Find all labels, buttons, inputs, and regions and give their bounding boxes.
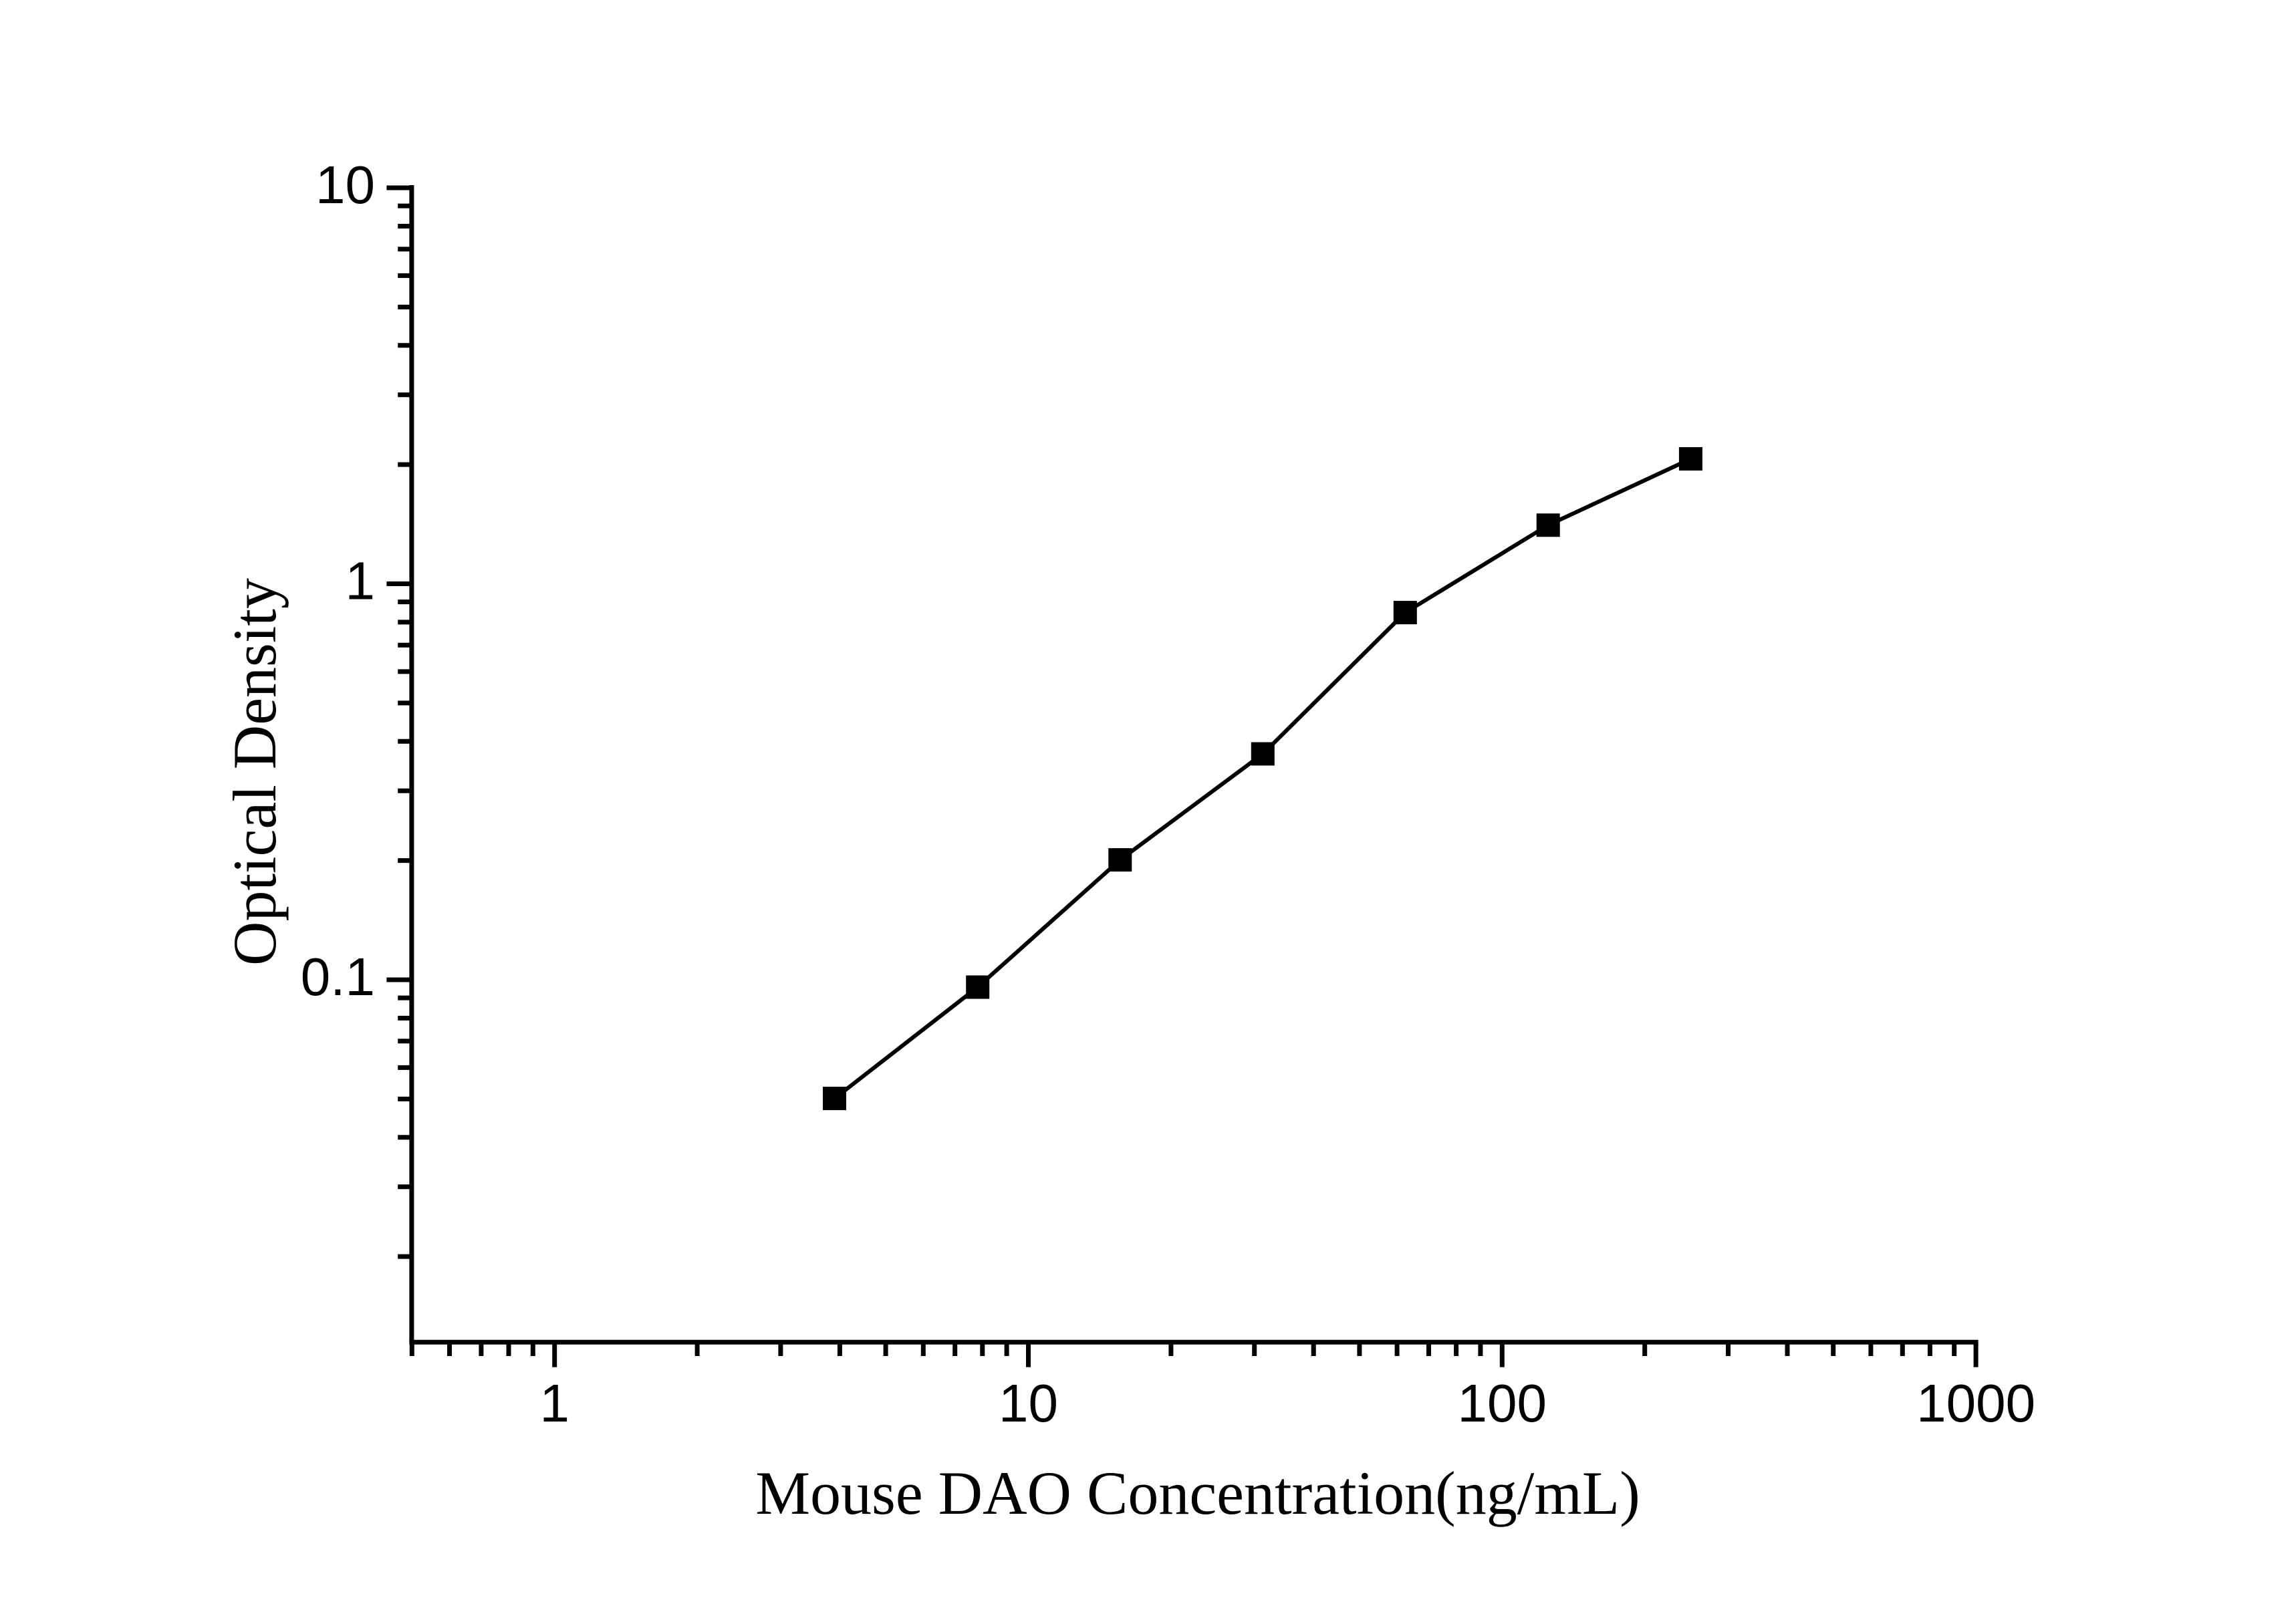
svg-text:Mouse DAO Concentration(ng/mL): Mouse DAO Concentration(ng/mL) xyxy=(755,1459,1640,1527)
svg-text:Optical Density: Optical Density xyxy=(221,578,289,966)
svg-text:10: 10 xyxy=(999,1373,1058,1433)
svg-text:0.1: 0.1 xyxy=(301,947,375,1007)
svg-text:1: 1 xyxy=(346,551,376,611)
svg-text:1000: 1000 xyxy=(1916,1373,2035,1433)
svg-text:10: 10 xyxy=(315,155,375,215)
svg-text:100: 100 xyxy=(1458,1373,1547,1433)
svg-text:1: 1 xyxy=(539,1373,569,1433)
